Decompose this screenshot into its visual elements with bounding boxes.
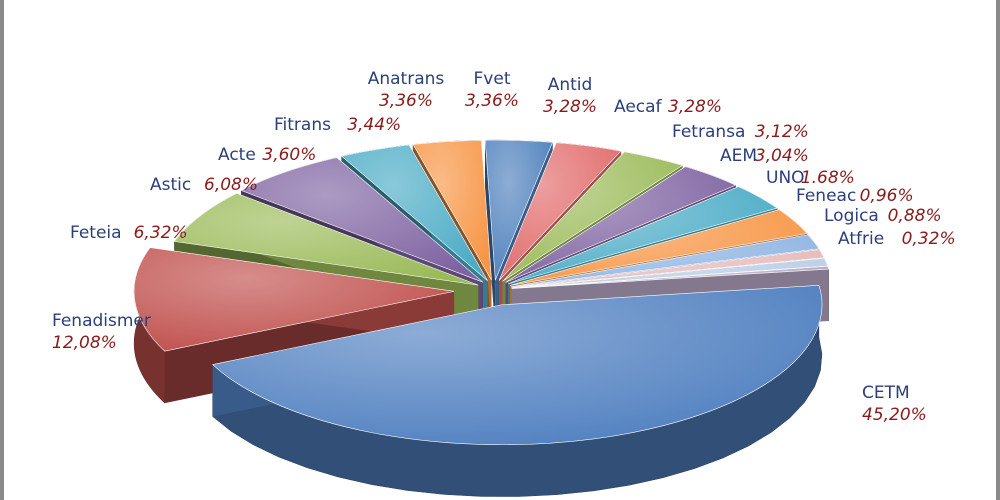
label-name-atfrie: Atfrie bbox=[838, 229, 884, 249]
slice-gloss-acte bbox=[341, 145, 488, 281]
slice-gloss-astic bbox=[241, 157, 483, 283]
label-name-fenadismer: Fenadismer bbox=[52, 311, 151, 331]
label-name-anatrans: Anatrans bbox=[368, 69, 445, 89]
slice-gloss-aem bbox=[509, 209, 808, 286]
slice-gloss-uno bbox=[511, 234, 819, 287]
slice-gloss-feneac bbox=[511, 249, 825, 288]
label-name-astic: Astic bbox=[150, 175, 191, 195]
label-value-logica: 0,88% bbox=[888, 206, 942, 226]
label-name-aem: AEM bbox=[720, 146, 757, 166]
label-logica: Logica 0,88% bbox=[824, 206, 942, 226]
slice-gloss-atfrie bbox=[511, 266, 829, 289]
label-atfrie: Atfrie 0,32% bbox=[838, 229, 956, 249]
slice-gloss-fitrans bbox=[413, 140, 492, 281]
label-value-aem: 3,04% bbox=[755, 146, 809, 166]
label-value-uno: 1.68% bbox=[801, 168, 855, 188]
label-value-fenadismer: 12,08% bbox=[52, 333, 117, 353]
slice-gloss-aecaf bbox=[505, 166, 736, 283]
slice-gloss-fetransa bbox=[508, 186, 778, 284]
label-feteia: Feteia 6,32% bbox=[70, 223, 188, 243]
slice-gloss-anatrans bbox=[485, 140, 553, 281]
slice-gloss-feteia bbox=[174, 193, 479, 286]
label-value-astic: 6,08% bbox=[204, 175, 258, 195]
slice-gloss-fvet bbox=[499, 142, 621, 281]
label-acte: Acte 3,60% bbox=[218, 145, 316, 165]
label-name-aecaf: Aecaf bbox=[614, 97, 663, 117]
label-value-cetm: 45,20% bbox=[862, 405, 927, 425]
label-name-logica: Logica bbox=[824, 206, 879, 226]
label-feneac: Feneac 0,96% bbox=[796, 186, 914, 206]
slice-wall-anatrans bbox=[485, 140, 496, 333]
label-fitrans: Fitrans 3,44% bbox=[274, 115, 401, 135]
label-value-aecaf: 3,28% bbox=[668, 97, 722, 117]
label-name-uno: UNO bbox=[766, 168, 805, 188]
slice-gloss-cetm bbox=[212, 285, 823, 445]
label-value-atfrie: 0,32% bbox=[902, 229, 956, 249]
label-name-antid: Antid bbox=[548, 75, 593, 95]
label-aecaf: Aecaf 3,28% bbox=[614, 97, 722, 117]
slice-gloss-antid bbox=[502, 151, 683, 282]
label-value-fitrans: 3,44% bbox=[347, 115, 401, 135]
label-value-feneac: 0,96% bbox=[860, 186, 914, 206]
label-value-anatrans: 3,36% bbox=[379, 91, 433, 111]
label-value-fetransa: 3,12% bbox=[755, 122, 809, 142]
label-name-feneac: Feneac bbox=[796, 186, 856, 206]
label-value-antid: 3,28% bbox=[543, 97, 597, 117]
label-value-acte: 3,60% bbox=[262, 145, 316, 165]
slice-tops bbox=[133, 139, 830, 446]
label-name-acte: Acte bbox=[218, 145, 256, 165]
label-name-cetm: CETM bbox=[862, 383, 910, 403]
label-name-feteia: Feteia bbox=[70, 223, 122, 243]
label-name-fitrans: Fitrans bbox=[274, 115, 331, 135]
label-astic: Astic 6,08% bbox=[150, 175, 258, 195]
slice-gloss-logica bbox=[511, 258, 828, 289]
label-name-fetransa: Fetransa bbox=[672, 122, 745, 142]
label-value-feteia: 6,32% bbox=[134, 223, 188, 243]
label-name-fvet: Fvet bbox=[474, 69, 511, 89]
label-value-fvet: 3,36% bbox=[465, 91, 519, 111]
label-fetransa: Fetransa 3,12% bbox=[672, 122, 809, 142]
slice-gloss-fenadismer bbox=[134, 247, 455, 352]
